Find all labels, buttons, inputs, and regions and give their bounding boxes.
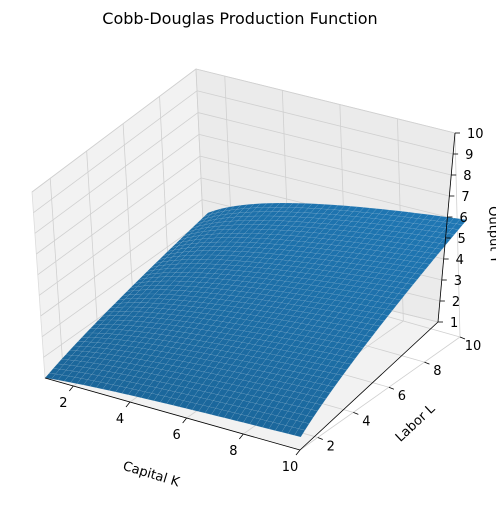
surface-patch <box>348 351 360 359</box>
x-tick-mark <box>182 417 187 424</box>
y-axis-ticks: 2 4 6 8 10 <box>317 336 482 454</box>
surface-patch <box>344 357 356 365</box>
grid-line <box>31 68 197 193</box>
grid-line <box>40 199 203 317</box>
z-tick-label: 5 <box>458 232 466 247</box>
y-tick-mark <box>388 386 395 390</box>
x-tick-label: 6 <box>173 428 181 443</box>
z-tick-label: 8 <box>463 169 471 184</box>
x-tick-mark <box>295 449 301 456</box>
z-tick-label: 2 <box>452 295 460 310</box>
surface-patch <box>389 298 402 306</box>
z-tick-label: 1 <box>450 316 458 331</box>
z-tick-label: 4 <box>456 253 464 268</box>
y-tick-label: 6 <box>398 389 406 404</box>
grid-line <box>195 68 456 134</box>
z-axis-ticks: 1 2 3 4 5 6 7 8 9 10 <box>438 127 484 331</box>
y-tick-mark <box>459 336 466 340</box>
z-axis-label: Output Y <box>485 206 496 264</box>
z-tick-label: 6 <box>459 211 467 226</box>
surface-patch <box>294 428 306 438</box>
x-tick-label: 8 <box>229 444 237 459</box>
grid-line <box>34 112 199 234</box>
grid-line <box>33 90 198 213</box>
z-tick-label: 10 <box>467 127 484 142</box>
z-axis-line <box>437 132 456 323</box>
x-tick-mark <box>239 433 244 440</box>
x-tick-label: 2 <box>59 396 67 411</box>
grid-line <box>38 177 202 296</box>
y-tick-label: 8 <box>433 364 441 379</box>
x-axis-line <box>44 377 301 451</box>
grid-line <box>196 90 454 155</box>
grid-line <box>198 133 450 197</box>
x-tick-mark <box>69 385 74 392</box>
grid-line <box>199 155 448 218</box>
grid-line <box>36 134 200 255</box>
x-tick-label: 4 <box>116 412 124 427</box>
grid-line <box>86 150 99 341</box>
surface-patch <box>302 415 314 424</box>
z-tick-label: 7 <box>461 190 469 205</box>
y-tick-mark <box>317 437 323 440</box>
surface-patch <box>310 403 323 412</box>
surface-patch <box>323 385 335 394</box>
chart-title: Cobb-Douglas Production Function <box>102 9 377 28</box>
x-tick-mark <box>125 401 131 408</box>
x-axis-ticks: 2 4 6 8 10 <box>59 385 301 475</box>
y-axis-label: Labor L <box>393 401 439 445</box>
surface-patch <box>398 288 410 295</box>
y-tick-label: 10 <box>465 339 482 354</box>
y-tick-label: 4 <box>362 414 370 429</box>
surface-patch <box>327 379 339 388</box>
grid-line <box>454 132 461 338</box>
surface-patch <box>451 223 464 230</box>
grid-line <box>41 221 204 337</box>
grid-line <box>197 112 452 176</box>
surface-patch <box>385 303 397 311</box>
x-tick-label: 10 <box>282 460 299 475</box>
y-tick-mark <box>424 361 430 365</box>
y-tick-label: 2 <box>327 439 335 454</box>
surface <box>44 202 468 438</box>
surface-patch <box>406 278 418 285</box>
x-axis-label: Capital K <box>121 459 182 491</box>
z-tick-label: 3 <box>454 274 462 289</box>
grid-line <box>49 178 64 366</box>
surface-patch <box>335 368 348 376</box>
surface-patch <box>410 273 422 280</box>
y-axis-line <box>299 321 439 451</box>
z-tick-label: 9 <box>465 148 473 163</box>
grid-line <box>122 123 135 316</box>
surface-patch <box>431 248 443 255</box>
grid-line <box>299 336 461 451</box>
grid-line <box>37 155 201 275</box>
y-tick-mark <box>353 411 359 415</box>
